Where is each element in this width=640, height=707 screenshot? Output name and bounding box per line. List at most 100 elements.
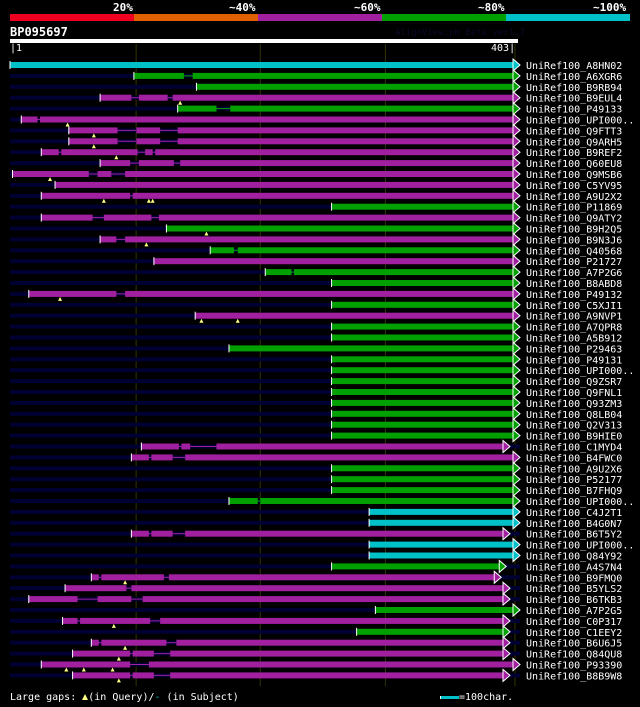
hit-label[interactable]: UniRef100_B6TKB3 [526, 595, 622, 606]
hit-label[interactable]: UniRef100_A7QPR8 [526, 323, 622, 334]
query-gap-marker [146, 198, 151, 203]
query-gap-marker [111, 623, 116, 628]
hit-label[interactable]: UniRef100_Q9FTT3 [526, 126, 622, 137]
hit-label[interactable]: UniRef100_C4J2T1 [526, 508, 622, 519]
hit-segment [72, 650, 131, 657]
hit-label[interactable]: UniRef100_P21727 [526, 257, 622, 268]
hit-label[interactable]: UniRef100_C0P317 [526, 617, 622, 628]
hit-track [10, 368, 520, 373]
hit-label[interactable]: UniRef100_UPI000.. [526, 116, 634, 127]
query-gap-marker [150, 198, 155, 203]
hit-label[interactable]: UniRef100_B4FWC0 [526, 453, 622, 464]
hit-label[interactable]: UniRef100_Q9MSB6 [526, 170, 622, 181]
hit-label[interactable]: UniRef100_B9H2Q5 [526, 225, 622, 236]
hit-end-arrow [512, 428, 521, 443]
hit-label[interactable]: UniRef100_P11869 [526, 203, 622, 214]
hit-track [10, 204, 520, 209]
hit-segment [68, 127, 118, 134]
hit-label[interactable]: UniRef100_B9N3J6 [526, 235, 622, 246]
hit-end-arrow [512, 210, 521, 225]
hit-label[interactable]: UniRef100_A7P2G6 [526, 268, 622, 279]
hit-label[interactable]: UniRef100_B9RB94 [526, 83, 622, 94]
hit-label[interactable]: UniRef100_C1MYD4 [526, 443, 622, 454]
hit-label[interactable]: UniRef100_UPI000.. [526, 366, 634, 377]
hit-segment [65, 585, 127, 592]
hit-label[interactable]: UniRef100_Q84Y92 [526, 552, 622, 563]
hit-track [10, 553, 520, 558]
hit-track [10, 422, 520, 427]
hit-label[interactable]: UniRef100_A9U2X6 [526, 464, 622, 475]
hit-label[interactable]: UniRef100_A9NVP1 [526, 312, 622, 323]
hit-end-arrow [512, 199, 521, 214]
hit-label[interactable]: UniRef100_P49131 [526, 355, 622, 366]
scale-label: =100char. [459, 692, 514, 703]
hit-segment [331, 563, 500, 570]
hit-segment [141, 443, 179, 450]
hit-end-arrow [512, 352, 521, 367]
hit-label[interactable]: UniRef100_P93390 [526, 661, 622, 672]
hit-segment [195, 312, 513, 319]
hit-track [10, 433, 520, 438]
hit-end-arrow [512, 602, 521, 618]
hit-label[interactable]: UniRef100_Q9ATY2 [526, 214, 622, 225]
hit-label[interactable]: UniRef100_C5XJI1 [526, 301, 622, 312]
hit-label[interactable]: UniRef100_B9REF2 [526, 148, 622, 159]
hit-label[interactable]: UniRef100_P52177 [526, 475, 622, 486]
hit-segment [176, 639, 503, 646]
hit-label[interactable]: UniRef100_A6XGR6 [526, 72, 622, 83]
hit-label[interactable]: UniRef100_B4G0N7 [526, 519, 622, 530]
hit-label[interactable]: UniRef100_Q93ZM3 [526, 399, 622, 410]
hit-label[interactable]: UniRef100_A9U2X2 [526, 192, 622, 203]
hit-label[interactable]: UniRef100_B9FMQ0 [526, 573, 622, 584]
query-gap-marker [123, 580, 128, 585]
hit-label[interactable]: UniRef100_P29463 [526, 344, 622, 355]
hit-segment [125, 236, 513, 243]
hit-segment [103, 214, 152, 221]
hit-segment [180, 160, 513, 167]
hit-end-arrow [502, 526, 511, 541]
legend-label-40: ~40% [229, 1, 256, 14]
hit-label[interactable]: UniRef100_B9EUL4 [526, 94, 622, 105]
hit-label[interactable]: UniRef100_Q40568 [526, 246, 622, 257]
hit-end-arrow [512, 461, 521, 476]
hit-end-arrow [512, 537, 521, 552]
hit-segment [136, 138, 161, 145]
hit-segment [331, 334, 513, 341]
hit-label[interactable]: UniRef100_Q9ZSR7 [526, 377, 622, 388]
hit-label[interactable]: UniRef100_A8HN02 [526, 61, 622, 72]
hit-label[interactable]: UniRef100_Q84QU8 [526, 650, 622, 661]
hit-label[interactable]: UniRef100_B6T5Y2 [526, 530, 622, 541]
hit-label[interactable]: UniRef100_Q60EU8 [526, 159, 622, 170]
hit-segment [185, 454, 513, 461]
hit-label[interactable]: UniRef100_Q9FNL1 [526, 388, 622, 399]
hit-label[interactable]: UniRef100_P49132 [526, 290, 622, 301]
hit-label[interactable]: UniRef100_B9HIE0 [526, 432, 622, 443]
legend-label-20: 20% [113, 1, 133, 14]
hit-label[interactable]: UniRef100_Q9ARH5 [526, 137, 622, 148]
hit-label[interactable]: UniRef100_P49133 [526, 105, 622, 116]
query-gap-marker [110, 667, 115, 672]
hit-segment [331, 432, 513, 439]
hit-label[interactable]: UniRef100_B5YLS2 [526, 584, 622, 595]
hit-segment [331, 399, 513, 406]
ruler-start-value: 1 [16, 43, 23, 54]
hit-label[interactable]: UniRef100_C1EEY2 [526, 628, 622, 639]
hit-label[interactable]: UniRef100_A7P2G5 [526, 606, 622, 617]
hit-label[interactable]: UniRef100_B7FHQ9 [526, 486, 622, 497]
hit-label[interactable]: UniRef100_Q2V313 [526, 421, 622, 432]
hit-label[interactable]: UniRef100_UPI000.. [526, 497, 634, 508]
hit-track [10, 564, 520, 569]
hit-label[interactable]: UniRef100_A5B912 [526, 334, 622, 345]
hit-end-arrow [512, 90, 521, 105]
hit-label[interactable]: UniRef100_UPI000.. [526, 541, 634, 552]
hit-label[interactable]: UniRef100_C5YV95 [526, 181, 622, 192]
hit-segment [142, 596, 503, 603]
hit-segment [166, 225, 514, 232]
hit-label[interactable]: UniRef100_B6U6J5 [526, 639, 622, 650]
hit-label[interactable]: UniRef100_A4S7N4 [526, 562, 622, 573]
hit-label[interactable]: UniRef100_Q8LB04 [526, 410, 622, 421]
hit-segment [210, 247, 234, 254]
hit-segment [181, 443, 191, 450]
hit-label[interactable]: UniRef100_B8B9W8 [526, 671, 622, 682]
hit-label[interactable]: UniRef100_B8ABD8 [526, 279, 622, 290]
